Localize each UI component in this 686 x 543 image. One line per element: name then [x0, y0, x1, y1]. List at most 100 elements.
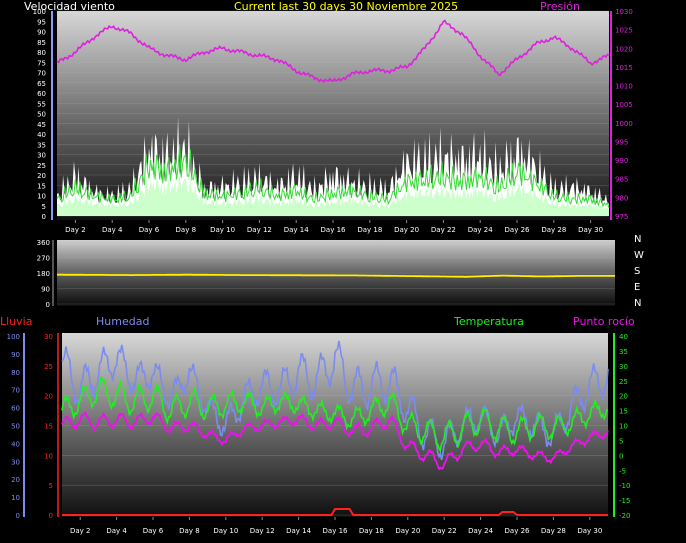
- direction-cardinal-label: E: [634, 282, 640, 293]
- climate-x-tick-label: Day 26: [505, 527, 531, 535]
- pressure-line: [56, 19, 610, 84]
- climate-x-tick-label: Day 24: [468, 527, 494, 535]
- wind-y-tick-label: 65: [37, 80, 46, 88]
- wind-x-tick-label: Day 24: [468, 226, 494, 234]
- climate-x-tick-label: Day 30: [577, 527, 602, 535]
- temperature-y-tick-label: 25: [619, 378, 628, 386]
- pressure-y-tick-label: 1010: [615, 83, 633, 91]
- direction-y-tick-label: 360: [37, 239, 50, 247]
- pressure-y-tick-label: 1015: [615, 64, 633, 72]
- pressure-y-tick-label: 1025: [615, 27, 633, 35]
- pressure-y-tick-label: 1030: [615, 8, 633, 16]
- humidity-y-tick-label: 0: [16, 512, 20, 520]
- direction-y-tick-label: 180: [37, 270, 50, 278]
- wind-y-tick-label: 40: [37, 131, 46, 139]
- wind-y-tick-label: 20: [37, 172, 46, 180]
- climate-x-tick-label: Day 14: [286, 527, 312, 535]
- wind-x-tick-label: Day 14: [284, 226, 310, 234]
- climate-x-tick-label: Day 16: [323, 527, 349, 535]
- rain-y-tick-label: 20: [44, 393, 53, 401]
- wind-y-tick-label: 75: [37, 59, 46, 67]
- climate-x-tick-label: Day 12: [250, 527, 275, 535]
- climate-plot-area: [62, 333, 608, 517]
- dewpoint-title: Punto rocío: [573, 315, 635, 328]
- wind-y-tick-label: 35: [37, 141, 46, 149]
- rain-line: [62, 508, 608, 516]
- temperature-y-tick-label: 0: [619, 452, 623, 460]
- wind-y-tick-label: 45: [37, 121, 46, 129]
- temperature-y-tick-label: 10: [619, 423, 628, 431]
- wind-x-tick-label: Day 6: [139, 226, 160, 234]
- rain-title: Lluvia: [0, 315, 32, 328]
- pressure-y-tick-label: 990: [615, 157, 628, 165]
- wind-y-tick-label: 90: [37, 29, 46, 37]
- temperature-y-tick-label: 5: [619, 437, 623, 445]
- wind-avg-line: [56, 144, 610, 209]
- pressure-y-tick-label: 995: [615, 138, 628, 146]
- humidity-y-tick-label: 100: [7, 333, 20, 341]
- temperature-y-tick-label: 20: [619, 393, 628, 401]
- wind-y-tick-label: 25: [37, 162, 46, 170]
- wind-x-tick-label: Day 22: [431, 226, 456, 234]
- wind-y-tick-label: 70: [37, 70, 46, 78]
- wind-x-tick-label: Day 8: [176, 226, 197, 234]
- temperature-y-tick-label: 35: [619, 348, 628, 356]
- wind-y-tick-label: 80: [37, 49, 46, 57]
- humidity-title: Humedad: [96, 315, 149, 328]
- direction-cardinal-label: N: [634, 234, 641, 245]
- wind-x-tick-label: Day 10: [210, 226, 235, 234]
- humidity-line: [61, 340, 609, 460]
- wind-x-tick-label: Day 18: [357, 226, 382, 234]
- climate-x-tick-label: Day 2: [70, 527, 91, 535]
- humidity-y-tick-label: 60: [11, 405, 20, 413]
- temperature-line: [61, 376, 609, 454]
- humidity-y-tick-label: 70: [11, 387, 20, 395]
- wind-speed-area: [57, 171, 609, 216]
- wind-x-tick-label: Day 30: [578, 226, 603, 234]
- temperature-y-tick-label: 30: [619, 363, 628, 371]
- rain-y-tick-label: 0: [49, 512, 53, 520]
- wind-x-tick-label: Day 2: [65, 226, 86, 234]
- pressure-y-tick-label: 985: [615, 176, 628, 184]
- wind-y-tick-label: 50: [37, 111, 46, 119]
- temperature-y-tick-label: -10: [619, 482, 630, 490]
- pressure-y-tick-label: 1005: [615, 101, 633, 109]
- wind-x-tick-label: Day 28: [541, 226, 566, 234]
- climate-x-tick-label: Day 4: [106, 527, 127, 535]
- wind-y-tick-label: 30: [37, 152, 46, 160]
- pressure-y-tick-label: 980: [615, 194, 628, 202]
- direction-plot-area: [57, 240, 615, 306]
- climate-x-tick-label: Day 20: [395, 527, 420, 535]
- wind-y-tick-label: 60: [37, 90, 46, 98]
- temperature-y-tick-label: 40: [619, 333, 628, 341]
- wind-y-tick-label: 10: [37, 193, 46, 201]
- pressure-y-tick-label: 1020: [615, 45, 633, 53]
- dewpoint-line: [61, 410, 609, 471]
- direction-cardinal-label: N: [634, 298, 641, 309]
- rain-y-tick-label: 15: [44, 423, 53, 431]
- wind-x-tick-label: Day 12: [247, 226, 272, 234]
- wind-x-tick-label: Day 20: [394, 226, 419, 234]
- humidity-y-tick-label: 20: [11, 476, 20, 484]
- wind-y-tick-label: 85: [37, 39, 46, 47]
- climate-x-tick-label: Day 10: [213, 527, 238, 535]
- direction-y-tick-label: 90: [41, 286, 50, 294]
- temperature-y-tick-label: -5: [619, 467, 626, 475]
- wind-y-tick-label: 55: [37, 100, 46, 108]
- humidity-y-tick-label: 10: [11, 494, 20, 502]
- climate-x-tick-label: Day 8: [179, 527, 200, 535]
- wind-y-tick-label: 0: [42, 213, 46, 221]
- temperature-y-tick-label: 15: [619, 408, 628, 416]
- pressure-title: Presión: [540, 0, 580, 13]
- wind-x-tick-label: Day 16: [321, 226, 347, 234]
- humidity-y-tick-label: 80: [11, 369, 20, 377]
- humidity-y-tick-label: 50: [11, 423, 20, 431]
- climate-x-tick-label: Day 18: [359, 527, 384, 535]
- direction-cardinal-label: S: [634, 266, 640, 277]
- climate-x-tick-label: Day 22: [432, 527, 457, 535]
- rain-y-tick-label: 10: [44, 452, 53, 460]
- pressure-y-tick-label: 975: [615, 213, 628, 221]
- direction-y-tick-label: 0: [46, 301, 50, 309]
- pressure-y-tick-label: 1000: [615, 120, 633, 128]
